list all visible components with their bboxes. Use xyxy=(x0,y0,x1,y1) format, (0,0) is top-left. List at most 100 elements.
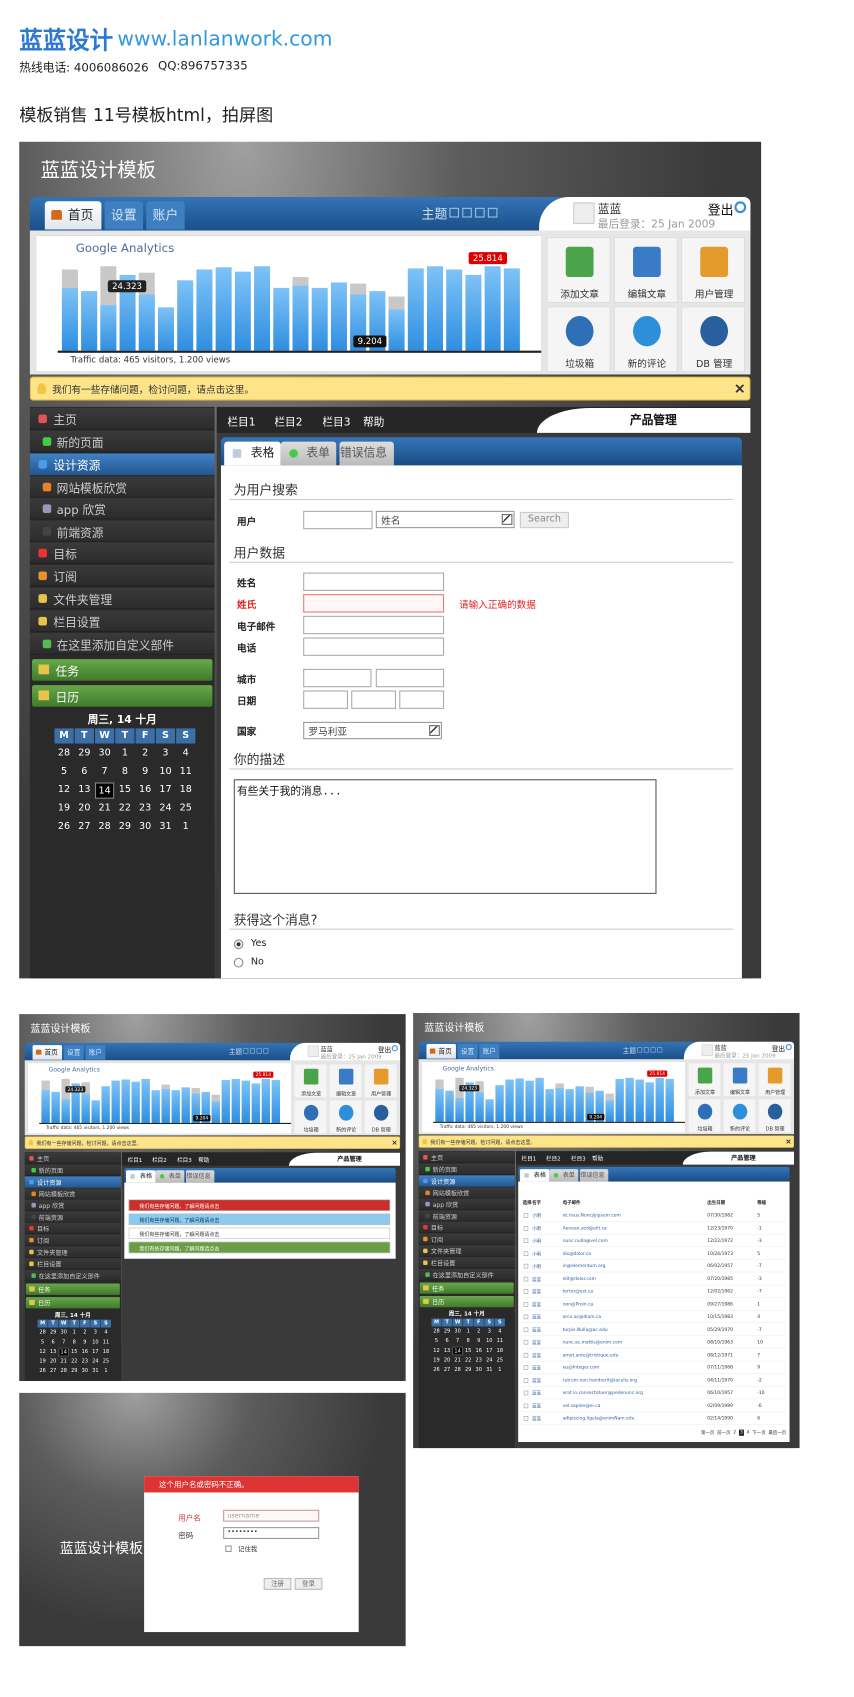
calendar-day[interactable]: 30 xyxy=(475,1367,482,1373)
calendar-day[interactable]: 8 xyxy=(121,766,128,778)
calendar-day[interactable]: 10 xyxy=(92,1339,99,1345)
calendar-day[interactable]: 15 xyxy=(118,784,132,796)
sidebar-item[interactable]: 设计资源 xyxy=(418,1175,515,1187)
row-checkbox[interactable] xyxy=(523,1213,529,1218)
theme-swatch[interactable] xyxy=(637,1047,643,1053)
calendar-day[interactable]: 18 xyxy=(496,1347,504,1354)
calendar-day[interactable]: 28 xyxy=(98,821,111,833)
text-input[interactable] xyxy=(303,594,445,613)
calendar-day[interactable]: 31 xyxy=(159,821,172,833)
calendar-day[interactable]: 14 xyxy=(452,1346,463,1356)
sidebar-item[interactable]: 前端资源 xyxy=(24,1211,121,1223)
calendar-day[interactable]: 30 xyxy=(60,1329,67,1336)
menu-item[interactable]: 栏目1 xyxy=(127,1157,143,1164)
text-input[interactable] xyxy=(375,668,445,688)
calendar-day[interactable]: 7 xyxy=(62,1339,66,1345)
calendar-day[interactable]: 15 xyxy=(464,1347,472,1354)
calendar-day[interactable]: 21 xyxy=(454,1357,461,1364)
section-header[interactable]: 任务 xyxy=(419,1282,514,1294)
shortcut[interactable]: DB 管理 xyxy=(363,1099,398,1135)
sidebar-item[interactable]: 网站模板欣赏 xyxy=(24,1188,121,1200)
close-icon[interactable] xyxy=(786,1139,791,1144)
calendar-day[interactable]: 8 xyxy=(72,1339,76,1345)
shortcut[interactable]: DB 管理 xyxy=(681,306,746,373)
table-cell[interactable]: 蓝蓝 xyxy=(532,1378,542,1384)
text-input[interactable]: username xyxy=(223,1509,320,1522)
table-cell[interactable]: 蓝蓝 xyxy=(532,1416,542,1422)
calendar-day[interactable]: 22 xyxy=(464,1357,472,1364)
theme-swatch[interactable] xyxy=(487,207,498,218)
calendar-day[interactable]: 29 xyxy=(443,1328,451,1335)
table-cell[interactable]: nunc.ac.mattis@enim.com xyxy=(562,1339,623,1345)
sidebar-item[interactable]: 前端资源 xyxy=(29,520,215,543)
close-icon[interactable] xyxy=(392,1140,397,1145)
calendar-day[interactable]: 25 xyxy=(496,1357,504,1364)
calendar-day[interactable]: 17 xyxy=(486,1347,493,1354)
calendar-day[interactable]: 15 xyxy=(71,1348,78,1355)
shortcut[interactable]: 编辑文章 xyxy=(328,1063,363,1099)
calendar-day[interactable]: 21 xyxy=(60,1358,67,1365)
calendar-day[interactable]: 25 xyxy=(102,1358,110,1365)
menu-item[interactable]: 栏目3 xyxy=(177,1157,192,1164)
sidebar-item[interactable]: 新的页面 xyxy=(24,1164,121,1176)
shortcut[interactable]: 编辑文章 xyxy=(613,237,678,304)
theme-swatch[interactable] xyxy=(475,207,485,218)
table-cell[interactable]: elit@dolor.com xyxy=(562,1275,596,1282)
shortcut[interactable]: 添加文章 xyxy=(687,1062,722,1097)
section-header[interactable]: 任务 xyxy=(25,1283,120,1295)
sidebar-item[interactable]: 目标 xyxy=(29,542,215,564)
text-input[interactable] xyxy=(303,637,445,656)
content-tab[interactable]: 表单 xyxy=(155,1170,185,1183)
shortcut[interactable]: 用户管理 xyxy=(363,1063,398,1099)
row-checkbox[interactable] xyxy=(523,1251,529,1256)
sidebar-item[interactable]: 文件夹管理 xyxy=(29,587,215,610)
page-link[interactable]: 4 xyxy=(746,1429,750,1435)
theme-swatch[interactable] xyxy=(462,207,472,218)
nav-tab[interactable]: 首页 xyxy=(426,1044,456,1059)
radio[interactable] xyxy=(233,939,244,950)
row-checkbox[interactable] xyxy=(523,1301,529,1307)
calendar-day[interactable]: 12 xyxy=(433,1347,440,1354)
sidebar-item[interactable]: 新的页面 xyxy=(29,430,215,453)
power-icon[interactable] xyxy=(734,201,747,214)
table-cell[interactable]: 蓝蓝 xyxy=(532,1365,542,1371)
table-cell[interactable]: 小明 xyxy=(532,1251,542,1257)
table-cell[interactable]: in@elementum.org xyxy=(562,1263,606,1269)
sidebar-item[interactable]: 主页 xyxy=(24,1152,121,1165)
shortcut[interactable]: 新的评论 xyxy=(613,306,678,373)
calendar-day[interactable]: 25 xyxy=(179,803,192,814)
shortcut[interactable]: DB 管理 xyxy=(757,1098,792,1134)
row-checkbox[interactable] xyxy=(523,1327,529,1332)
calendar-day[interactable]: 1 xyxy=(104,1368,108,1374)
table-cell[interactable]: 蓝蓝 xyxy=(532,1301,542,1307)
table-cell[interactable]: Aenean.sed@elit.ca xyxy=(562,1225,607,1231)
shortcut[interactable]: 垃圾箱 xyxy=(293,1099,328,1135)
menu-item[interactable]: 栏目2 xyxy=(274,416,303,429)
row-checkbox[interactable] xyxy=(523,1403,529,1408)
calendar-day[interactable]: 29 xyxy=(118,821,132,833)
theme-swatch[interactable] xyxy=(256,1048,262,1054)
table-cell[interactable]: non@Proin.ca xyxy=(562,1301,594,1307)
calendar-day[interactable]: 28 xyxy=(39,1329,46,1336)
row-checkbox[interactable] xyxy=(523,1314,529,1320)
checkbox[interactable] xyxy=(225,1545,232,1552)
shortcut[interactable]: 用户管理 xyxy=(681,237,746,304)
calendar-day[interactable]: 12 xyxy=(39,1348,46,1355)
nav-tab[interactable]: 账户 xyxy=(146,201,185,230)
power-icon[interactable] xyxy=(391,1045,398,1052)
table-cell[interactable]: erat.in.consectetuer@pedenunc.org xyxy=(562,1390,643,1396)
calendar-day[interactable]: 4 xyxy=(498,1328,502,1335)
table-cell[interactable]: et.risus.Nunc@ipsum.com xyxy=(562,1212,621,1218)
calendar-day[interactable]: 24 xyxy=(159,803,172,814)
sidebar-item[interactable]: 前端资源 xyxy=(418,1210,515,1222)
sidebar-item[interactable]: 主页 xyxy=(418,1151,515,1163)
table-cell[interactable]: 蓝蓝 xyxy=(532,1289,542,1295)
notice[interactable]: 我们有一些存储问题，检讨问题，请点击这里。 xyxy=(24,1136,401,1149)
menu-item[interactable]: 栏目3 xyxy=(571,1156,586,1163)
theme-swatch[interactable] xyxy=(263,1048,269,1054)
calendar-day[interactable]: 31 xyxy=(92,1368,99,1374)
shortcut[interactable]: 添加文章 xyxy=(293,1063,328,1099)
calendar-day[interactable]: 2 xyxy=(477,1328,481,1335)
sidebar-item[interactable]: 目标 xyxy=(24,1222,121,1234)
calendar-day[interactable]: 20 xyxy=(443,1357,451,1364)
